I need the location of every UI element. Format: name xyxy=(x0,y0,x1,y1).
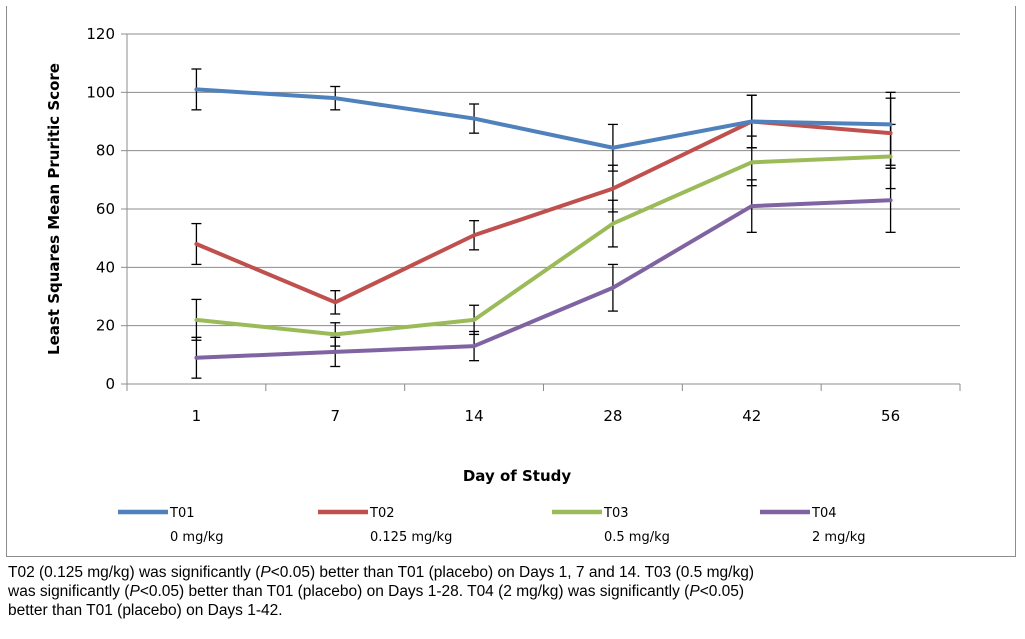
series-lines xyxy=(194,87,893,360)
series-line-t04 xyxy=(194,198,893,360)
caption-line-1: T02 (0.125 mg/kg) was significantly (P<0… xyxy=(8,564,754,581)
legend-sublabel: 0 mg/kg xyxy=(170,530,223,545)
legend-label: T04 xyxy=(811,506,836,521)
x-tick-label: 56 xyxy=(881,407,900,425)
y-axis-label: Least Squares Mean Pruritic Score xyxy=(45,63,63,355)
gridlines xyxy=(127,33,960,327)
chart-frame xyxy=(6,6,1016,557)
series-line-t03 xyxy=(194,154,893,337)
legend-item-t03: T03 0.5 mg/kg xyxy=(552,506,670,545)
legend-item-t01: T01 0 mg/kg xyxy=(118,506,223,545)
legend-label: T03 xyxy=(603,506,628,521)
series-line-t01 xyxy=(194,87,893,150)
x-tick-label: 14 xyxy=(465,407,484,425)
legend-sublabel: 0.125 mg/kg xyxy=(370,530,452,545)
y-tick-label: 60 xyxy=(96,200,115,218)
legend-label: T02 xyxy=(369,506,394,521)
x-tick-label: 1 xyxy=(192,407,202,425)
line-chart: 0 20 40 60 80 100 120 1 7 14 28 42 56 Least Squares … xyxy=(45,25,961,545)
x-tick-label: 7 xyxy=(330,407,340,425)
legend: T01 0 mg/kg T02 0.125 mg/kg T03 0.5 mg/kg T04 2… xyxy=(118,506,865,545)
series-line-t02 xyxy=(194,119,893,305)
x-tick-label: 28 xyxy=(603,407,622,425)
axes: 0 20 40 60 80 100 120 1 7 14 28 42 56 xyxy=(86,25,961,425)
legend-label: T01 xyxy=(169,506,194,521)
y-tick-label: 120 xyxy=(86,25,115,43)
y-tick-label: 100 xyxy=(86,83,115,101)
legend-item-t02: T02 0.125 mg/kg xyxy=(318,506,452,545)
x-tick-label: 42 xyxy=(742,407,761,425)
x-axis-label: Day of Study xyxy=(463,467,572,485)
caption-line-3: better than T01 (placebo) on Days 1-42. xyxy=(8,602,283,619)
caption-line-2: was significantly (P<0.05) better than T… xyxy=(8,583,745,600)
legend-item-t04: T04 2 mg/kg xyxy=(760,506,865,545)
figure-caption: T02 (0.125 mg/kg) was significantly (P<0… xyxy=(8,563,1020,620)
y-tick-label: 20 xyxy=(96,317,115,335)
legend-sublabel: 0.5 mg/kg xyxy=(604,530,670,545)
legend-sublabel: 2 mg/kg xyxy=(812,530,865,545)
y-tick-label: 80 xyxy=(96,142,115,160)
y-tick-label: 0 xyxy=(105,375,115,393)
y-tick-label: 40 xyxy=(96,258,115,276)
